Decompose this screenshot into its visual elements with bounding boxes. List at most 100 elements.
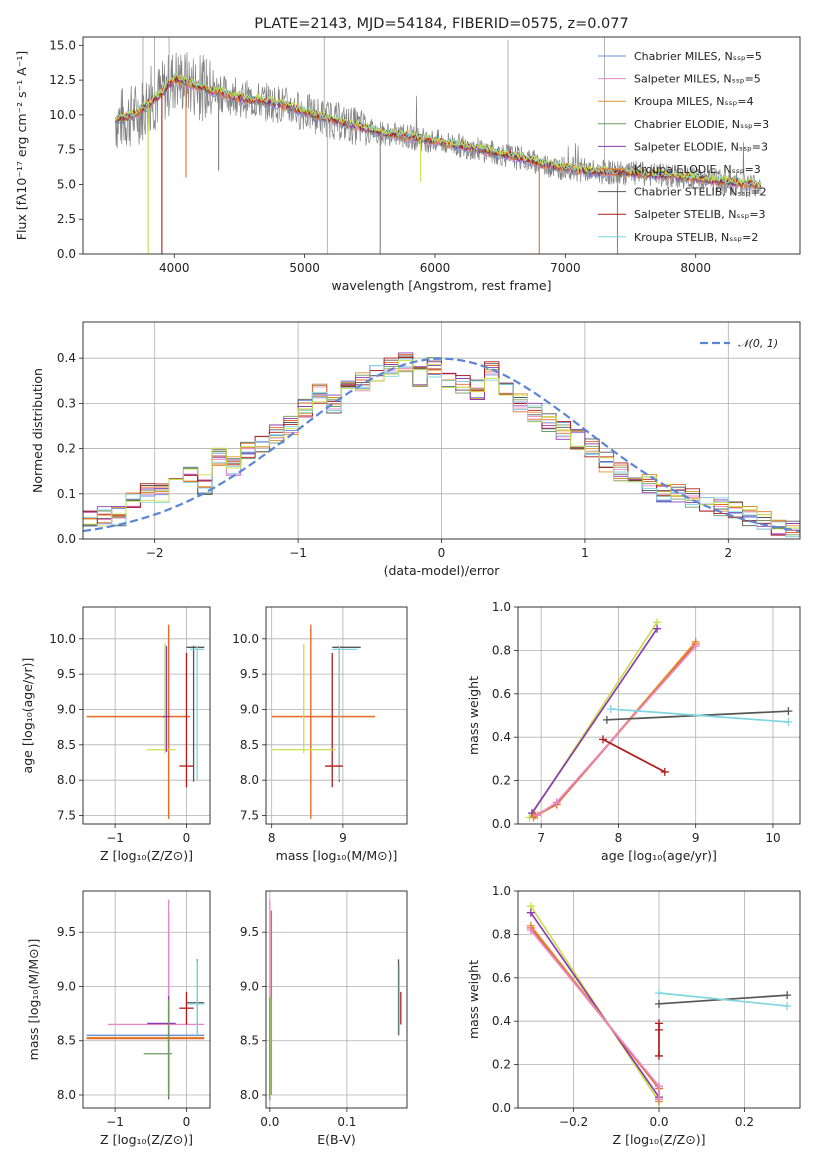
panel-residuals: −2 −1 0 1 2 0.0 0.1 0.2 0.3 0.4 (data-model)/error… xyxy=(30,321,801,578)
x-tick-label: 7 xyxy=(537,831,545,845)
plot-area-spectrum xyxy=(115,37,762,254)
y-tick-label: 7.5 xyxy=(57,809,76,823)
x-tick-label: 8 xyxy=(268,831,276,845)
x-tick-label: 0.1 xyxy=(337,1115,356,1129)
x-tick-label: 2 xyxy=(724,546,732,560)
y-tick-label: 10.0 xyxy=(49,632,76,646)
x-axis-label: mass [log₁₀(M/M⊙)] xyxy=(276,848,398,863)
legend-entry: Salpeter ELODIE, Nₛₛₚ=3 xyxy=(634,140,768,153)
plus-marker xyxy=(655,1025,663,1034)
model-spectrum-line-2 xyxy=(115,77,761,191)
y-tick-label: 7.5 xyxy=(57,143,76,157)
errorbar-point xyxy=(162,645,171,752)
model-spectrum-line-10 xyxy=(115,72,762,188)
legend: Chabrier MILES, Nₛₛₚ=5 Salpeter MILES, Nₛ… xyxy=(598,50,769,244)
y-tick-label: 0.6 xyxy=(492,971,511,985)
weight-series-8 xyxy=(602,738,666,773)
legend-entry: Chabrier ELODIE, Nₛₛₚ=3 xyxy=(634,118,769,131)
weight-series-3 xyxy=(533,641,697,819)
y-tick-label: 9.0 xyxy=(57,702,76,716)
y-tick-label: 0.0 xyxy=(57,247,76,261)
y-tick-label: 15.0 xyxy=(49,38,76,52)
plus-marker xyxy=(653,624,662,633)
y-axis-label: mass weight xyxy=(466,676,481,755)
plus-marker xyxy=(784,718,793,727)
y-tick-label: 9.5 xyxy=(57,925,76,939)
legend-entry: 𝒩(0, 1) xyxy=(738,337,778,350)
plus-marker xyxy=(655,999,663,1008)
x-tick-label: 7000 xyxy=(550,261,581,275)
legend-entry: Salpeter MILES, Nₛₛₚ=5 xyxy=(634,73,761,86)
y-axis-label: mass [log₁₀(M/M⊙)] xyxy=(26,939,41,1061)
weight-series-2 xyxy=(531,628,658,814)
y-tick-label: 8.0 xyxy=(240,773,259,787)
y-tick-label: 5.0 xyxy=(57,177,76,191)
axes-frame xyxy=(265,606,408,825)
y-tick-label: 0.2 xyxy=(57,442,76,456)
x-tick-label: 0.0 xyxy=(260,1115,279,1129)
y-tick-label: 8.0 xyxy=(57,773,76,787)
plot-area-weight-vs-Z xyxy=(526,902,792,1106)
legend-entry: Kroupa STELIB, Nₛₛₚ=2 xyxy=(634,231,758,244)
x-tick-label: 0.2 xyxy=(735,1115,754,1129)
y-tick-label: 10.0 xyxy=(232,632,259,646)
x-axis-label: Z [log₁₀(Z/Z⊙)] xyxy=(100,1132,193,1147)
x-tick-label: 9 xyxy=(692,831,700,845)
y-axis-label: Flux [fλ10⁻¹⁷ erg cm⁻² s⁻¹ A⁻¹] xyxy=(14,51,29,240)
axes-frame xyxy=(82,321,801,540)
plus-marker xyxy=(655,1082,663,1091)
x-tick-label: −1 xyxy=(106,1115,124,1129)
y-tick-label: 1.0 xyxy=(492,600,511,614)
legend-entry: Kroupa MILES, Nₛₛₚ=4 xyxy=(634,95,754,108)
plus-marker xyxy=(602,715,611,724)
plus-marker xyxy=(783,1002,792,1011)
x-axis-label: age [log₁₀(age/yr)] xyxy=(601,848,717,863)
x-axis-label: Z [log₁₀(Z/Z⊙)] xyxy=(100,848,193,863)
legend-entry: Chabrier STELIB, Nₛₛₚ=2 xyxy=(634,186,767,199)
plus-marker xyxy=(533,811,542,820)
axes-frame xyxy=(517,606,801,825)
errorbar-point xyxy=(86,624,191,820)
y-tick-label: 8.5 xyxy=(57,1034,76,1048)
x-axis-label: wavelength [Angstrom, rest frame] xyxy=(331,278,551,293)
y-tick-label: 0.6 xyxy=(492,687,511,701)
axes-frame xyxy=(265,890,408,1109)
y-tick-label: 9.5 xyxy=(240,925,259,939)
y-tick-label: 0.4 xyxy=(492,1014,511,1028)
y-axis-label: mass weight xyxy=(466,960,481,1039)
panel-mass-vs-ebv: 0.0 0.1 8.0 8.5 9.0 9.5 E(B-V) xyxy=(240,890,408,1147)
y-tick-label: 7.5 xyxy=(240,809,259,823)
y-tick-label: 8.5 xyxy=(57,738,76,752)
x-tick-label: −2 xyxy=(146,546,164,560)
legend: 𝒩(0, 1) xyxy=(700,337,778,350)
normal-distribution-curve xyxy=(83,357,800,533)
panel-age-vs-mass: 8 9 7.5 8.0 8.5 9.0 9.5 10.0 mass [log₁₀(M/M⊙)] xyxy=(232,606,408,863)
y-tick-label: 0.1 xyxy=(57,487,76,501)
y-tick-label: 0.4 xyxy=(492,730,511,744)
y-tick-label: 8.5 xyxy=(240,738,259,752)
y-tick-label: 0.2 xyxy=(492,774,511,788)
errorbar-point xyxy=(179,991,194,1025)
chart-title: PLATE=2143, MJD=54184, FIBERID=0575, z=0… xyxy=(254,16,628,32)
plus-marker xyxy=(598,735,607,744)
x-tick-label: −0.2 xyxy=(559,1115,588,1129)
y-tick-label: 8.5 xyxy=(240,1034,259,1048)
errorbar-point xyxy=(147,643,176,754)
legend-entry: Salpeter STELIB, Nₛₛₚ=3 xyxy=(634,208,766,221)
y-tick-label: 0.4 xyxy=(57,351,76,365)
plus-marker xyxy=(526,926,535,935)
plot-area-mass-vs-Z xyxy=(86,899,205,1100)
y-tick-label: 9.0 xyxy=(240,702,259,716)
plus-marker xyxy=(655,988,663,997)
errorbar-point xyxy=(332,645,358,781)
legend-entry: Chabrier MILES, Nₛₛₚ=5 xyxy=(634,50,762,63)
errorbar-point xyxy=(186,960,205,1037)
y-tick-label: 12.5 xyxy=(49,73,76,87)
errorbar-point xyxy=(107,899,205,1090)
y-tick-label: 0.8 xyxy=(492,927,511,941)
y-tick-label: 9.5 xyxy=(240,667,259,681)
y-tick-label: 8.0 xyxy=(57,1088,76,1102)
axes-frame xyxy=(82,890,211,1109)
x-tick-label: 8000 xyxy=(680,261,711,275)
plus-marker xyxy=(606,704,615,713)
